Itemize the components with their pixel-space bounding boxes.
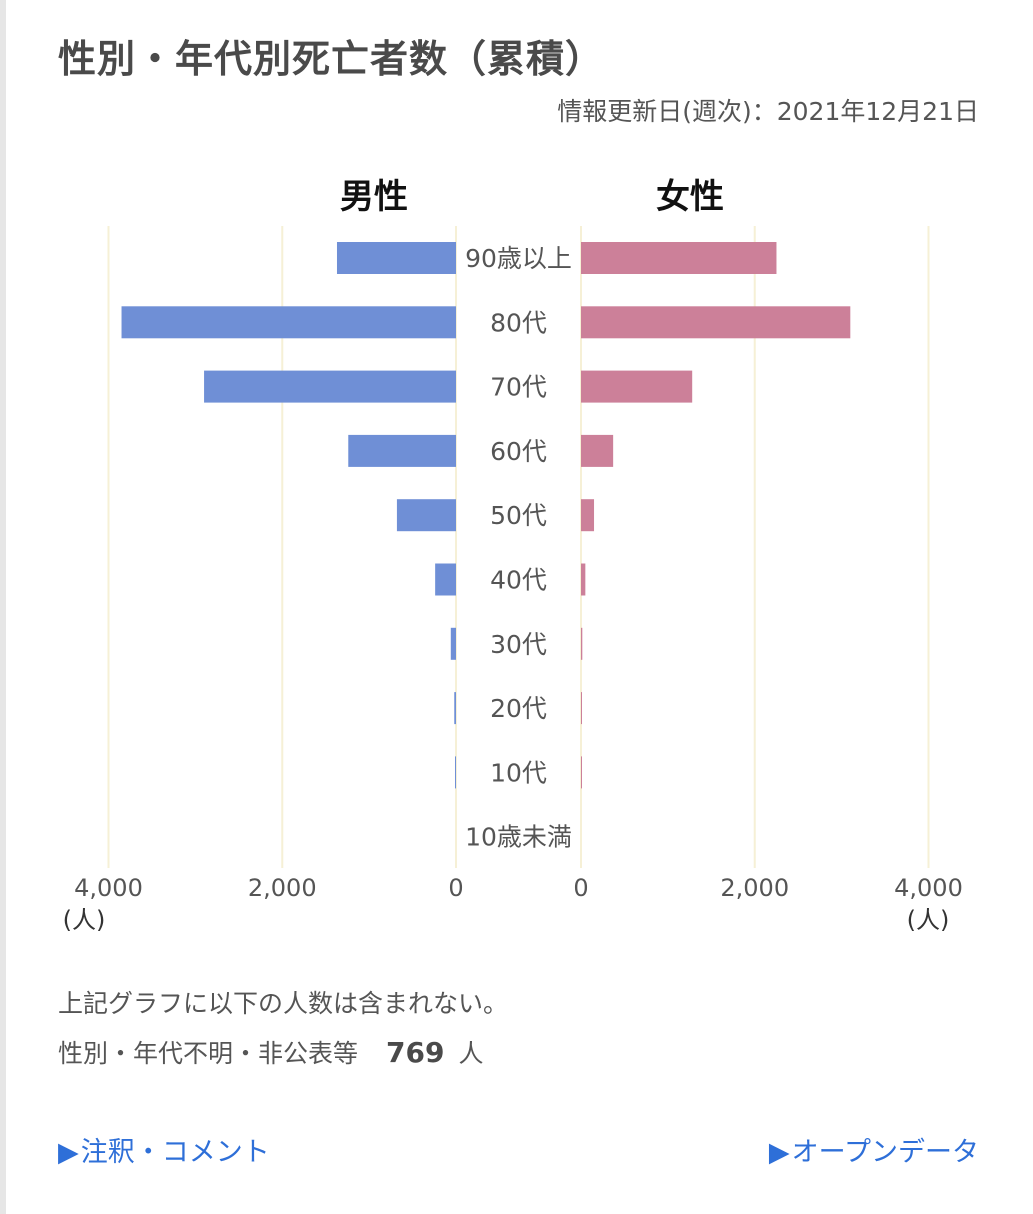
female-bars <box>581 242 851 789</box>
left-edge-rule <box>0 0 6 1214</box>
female-bar <box>581 434 614 467</box>
excluded-count-label: 性別・年代不明・非公表等 <box>58 1039 359 1068</box>
male-bar <box>121 306 456 339</box>
page-title: 性別・年代別死亡者数（累積） <box>58 37 605 81</box>
male-bar <box>204 370 456 403</box>
age-category-label: 10代 <box>490 758 547 787</box>
update-date: 情報更新日(週次)：2021年12月21日 <box>557 97 979 126</box>
age-category-label: 40代 <box>490 566 547 595</box>
male-bar <box>396 499 456 532</box>
triangle-arrow-icon: ▶ <box>58 1137 79 1168</box>
male-bar <box>336 242 456 274</box>
age-category-label: 50代 <box>490 501 547 530</box>
female-bar <box>581 563 586 596</box>
death-count-pyramid-chart: 男性 女性 90歳以上 80代 70代 60代 50代 40代 30代 20代 10代 10歳未満… <box>63 177 963 934</box>
female-bar <box>581 499 595 532</box>
open-data-link-label: オープンデータ <box>791 1137 979 1168</box>
male-bars <box>121 242 456 789</box>
female-bar <box>581 627 583 660</box>
female-series-label: 女性 <box>656 177 724 217</box>
tick-label-right: 4,000 <box>894 874 963 902</box>
male-bar <box>450 627 456 660</box>
age-category-label: 80代 <box>490 308 547 337</box>
comments-link[interactable]: ▶注釈・コメント <box>58 1130 270 1169</box>
tick-label-right: 2,000 <box>720 874 789 902</box>
excluded-count-row: 性別・年代不明・非公表等 769 人 <box>58 1034 483 1070</box>
tick-label-right: 0 <box>573 874 588 902</box>
excluded-note: 上記グラフに以下の人数は含まれない。 <box>58 989 509 1018</box>
age-category-label: 10歳未満 <box>465 823 572 852</box>
comments-link-label: 注釈・コメント <box>80 1137 270 1168</box>
tick-label-left: 0 <box>448 874 463 902</box>
unit-label-right: (人) <box>907 906 950 934</box>
female-bar <box>581 242 777 274</box>
age-category-label: 60代 <box>490 437 547 466</box>
open-data-link[interactable]: ▶オープンデータ <box>769 1130 979 1169</box>
age-category-label: 70代 <box>490 373 547 402</box>
female-bar <box>581 756 582 789</box>
age-category-label: 30代 <box>490 630 547 659</box>
tick-label-left: 4,000 <box>74 874 143 902</box>
age-category-label: 90歳以上 <box>465 244 572 273</box>
female-bar <box>581 692 582 725</box>
male-bar <box>435 563 456 596</box>
male-bar <box>454 692 456 725</box>
male-bar <box>455 756 456 789</box>
age-category-labels: 90歳以上 80代 70代 60代 50代 40代 30代 20代 10代 10歳未満 <box>465 244 572 852</box>
excluded-count-unit: 人 <box>458 1039 484 1068</box>
male-bar <box>348 434 456 467</box>
excluded-count-value: 769 <box>386 1036 445 1069</box>
male-series-label: 男性 <box>340 177 408 217</box>
tick-label-left: 2,000 <box>248 874 317 902</box>
triangle-arrow-icon: ▶ <box>768 1137 790 1168</box>
axis-tick-labels: 4,000 2,000 0 0 2,000 4,000 <box>74 874 963 902</box>
female-bar <box>581 370 693 403</box>
unit-label-left: (人) <box>63 906 106 934</box>
age-category-label: 20代 <box>490 694 547 723</box>
female-bar <box>581 306 851 339</box>
